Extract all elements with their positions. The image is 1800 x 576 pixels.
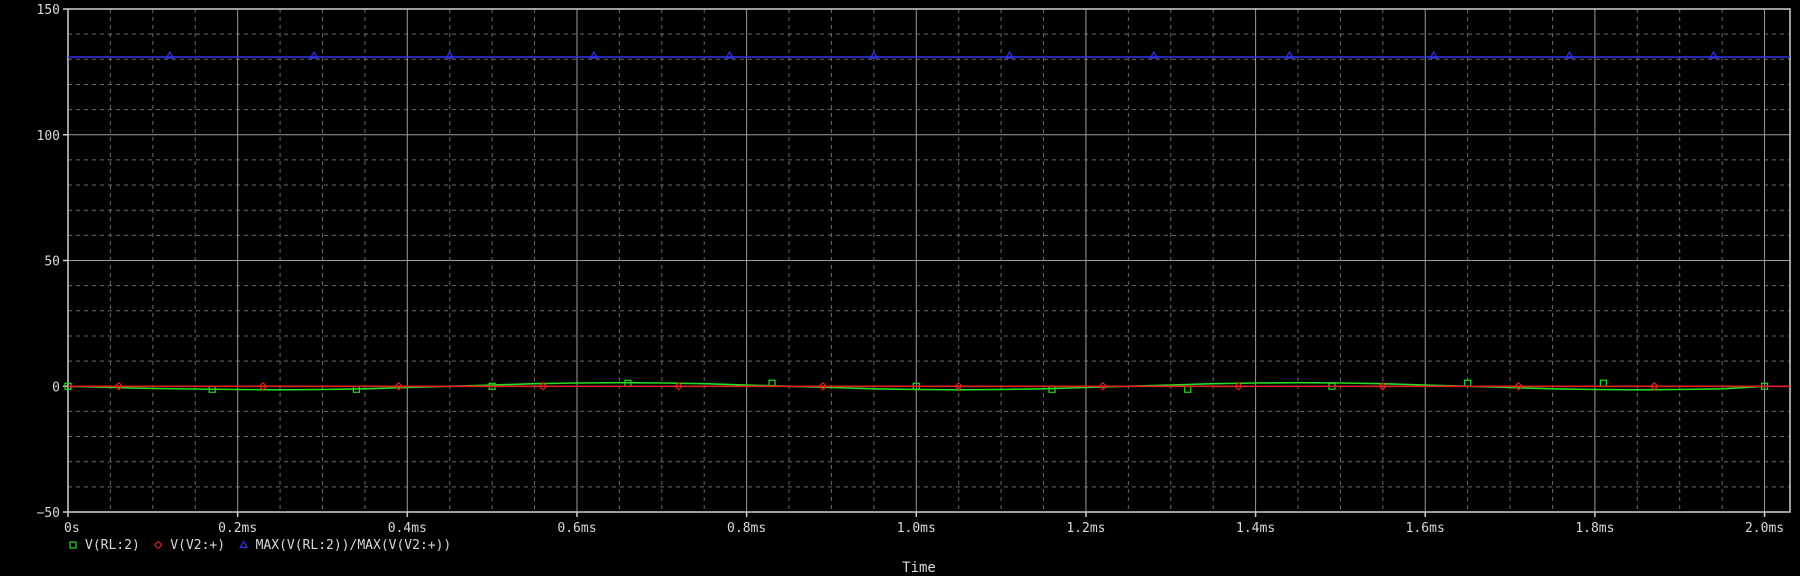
x-tick-label: 2.0ms: [1745, 521, 1784, 536]
series-point: [1564, 50, 1574, 59]
x-tick-label: 0.6ms: [557, 521, 596, 536]
y-axis-ticks: −50 0 50 100 150: [37, 3, 68, 521]
legend-entry: MAX(V(RL:2))/MAX(V(V2:+)): [256, 538, 452, 553]
series-point: [1098, 381, 1108, 391]
series-point: [445, 50, 455, 59]
series-point: [538, 381, 548, 391]
x-tick-label: 1.8ms: [1575, 521, 1614, 536]
y-tick-label: 50: [44, 255, 60, 270]
legend-marker: [239, 540, 249, 549]
series-point: [1709, 50, 1719, 59]
series-point: [674, 381, 684, 391]
x-tick-label: 1.0ms: [897, 521, 936, 536]
y-tick-label: −50: [37, 506, 60, 521]
x-tick-label: 0s: [64, 521, 80, 536]
series-point: [309, 50, 319, 59]
series-point: [1599, 379, 1607, 387]
series-point: [1649, 381, 1659, 391]
x-tick-label: 1.2ms: [1066, 521, 1105, 536]
series-1: [68, 381, 1790, 391]
series-point: [818, 381, 828, 391]
x-tick-label: 1.4ms: [1236, 521, 1275, 536]
series-point: [394, 381, 404, 391]
series-point: [1514, 381, 1523, 391]
x-tick-label: 1.6ms: [1406, 521, 1445, 536]
legend-marker: [153, 540, 163, 550]
series-point: [1378, 381, 1388, 391]
series-point: [725, 50, 735, 59]
series-point: [1234, 381, 1243, 391]
series-point: [954, 381, 964, 391]
y-tick-label: 150: [37, 3, 60, 18]
x-axis-ticks: 0s 0.2ms 0.4ms 0.6ms 0.8ms 1.0ms 1.2ms 1.4ms 1.6…: [64, 512, 1784, 536]
x-axis-label: Time: [902, 560, 936, 576]
legend-entry: V(RL:2): [85, 538, 140, 553]
series-point: [589, 50, 599, 59]
series-point: [114, 381, 124, 391]
series-point: [1429, 50, 1439, 59]
legend: V(RL:2) V(V2:+) MAX(V(RL:2))/MAX(V(V2:+)): [69, 538, 452, 553]
series-point: [1284, 50, 1295, 59]
series-point: [1184, 385, 1192, 393]
y-tick-label: 100: [37, 129, 60, 144]
series-point: [1005, 50, 1015, 59]
series-layer: [64, 50, 1790, 393]
series-point: [1149, 50, 1159, 59]
legend-marker: [69, 541, 77, 549]
y-tick-label: 0: [52, 380, 60, 395]
x-tick-label: 0.4ms: [388, 521, 427, 536]
series-2: [68, 50, 1790, 59]
series-point: [165, 50, 175, 59]
series-point: [258, 381, 268, 391]
series-point: [869, 50, 879, 59]
x-tick-label: 0.2ms: [218, 521, 257, 536]
legend-entry: V(V2:+): [170, 538, 225, 553]
x-tick-label: 0.8ms: [727, 521, 766, 536]
